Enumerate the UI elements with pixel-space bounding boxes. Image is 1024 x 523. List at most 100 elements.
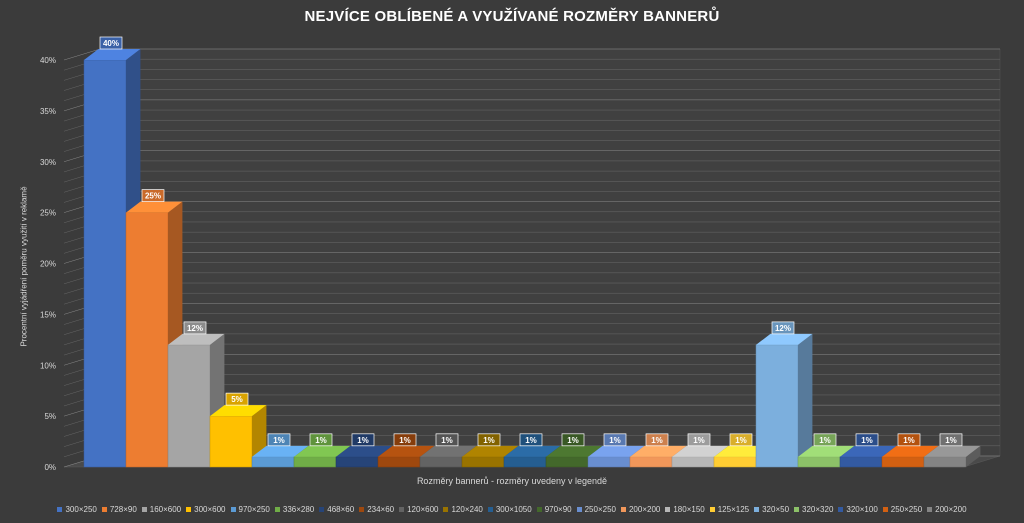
y-tick-label: 40% bbox=[40, 56, 56, 65]
data-label-box bbox=[561, 433, 585, 447]
legend-swatch bbox=[882, 507, 888, 512]
bar-front-160×600 bbox=[167, 344, 211, 468]
data-label: 1% bbox=[399, 436, 411, 445]
legend-swatch bbox=[709, 507, 715, 512]
legend-label: 300×250 bbox=[65, 505, 97, 514]
bar-front-336×280 bbox=[293, 456, 337, 468]
bar-front-250×250 bbox=[881, 456, 925, 468]
data-label: 1% bbox=[735, 436, 747, 445]
legend-item: 234×60 bbox=[359, 505, 394, 514]
legend-swatch bbox=[274, 507, 280, 512]
legend-label: 970×250 bbox=[238, 505, 270, 514]
data-label: 1% bbox=[483, 436, 495, 445]
legend-swatch bbox=[399, 507, 405, 512]
bar-top-250×250 bbox=[882, 445, 939, 457]
legend-swatch bbox=[57, 507, 63, 512]
bar-top-120×240 bbox=[462, 445, 519, 457]
legend-label: 300×600 bbox=[194, 505, 226, 514]
legend-swatch bbox=[359, 507, 365, 512]
legend-label: 320×50 bbox=[762, 505, 790, 514]
bar-top-970×90 bbox=[546, 445, 603, 457]
data-label-box bbox=[897, 433, 921, 447]
data-label: 1% bbox=[567, 436, 579, 445]
legend-label: 125×125 bbox=[717, 505, 750, 514]
legend-item: 125×125 bbox=[709, 505, 750, 514]
data-label-box bbox=[729, 433, 753, 447]
data-label: 1% bbox=[861, 436, 873, 445]
legend: 300×250 728×90 160×600 300×600 970×250 336×28… bbox=[0, 505, 1024, 514]
legend-label: 320×100 bbox=[846, 505, 878, 514]
data-label: 1% bbox=[819, 436, 831, 445]
data-label-box bbox=[771, 321, 795, 335]
bar-front-970×250 bbox=[251, 456, 295, 468]
data-label-box bbox=[477, 433, 501, 447]
bar-front-320×50 bbox=[755, 344, 799, 468]
legend-swatch bbox=[186, 507, 192, 512]
data-label: 1% bbox=[273, 436, 285, 445]
legend-label: 160×600 bbox=[149, 505, 182, 514]
legend-item: 468×60 bbox=[319, 505, 354, 514]
data-label-box bbox=[435, 433, 459, 447]
bar-side-200×200 bbox=[966, 445, 981, 467]
data-label: 1% bbox=[945, 436, 957, 445]
data-label-box bbox=[183, 321, 207, 335]
data-label: 1% bbox=[357, 436, 369, 445]
data-label: 25% bbox=[145, 192, 161, 201]
bar-top-180×150 bbox=[672, 445, 729, 457]
legend-item: 970×250 bbox=[230, 505, 270, 514]
data-label-box bbox=[393, 433, 417, 447]
legend-swatch bbox=[754, 507, 760, 512]
legend-item: 160×600 bbox=[141, 505, 182, 514]
bar-top-970×250 bbox=[252, 445, 309, 457]
legend-item: 320×320 bbox=[794, 505, 833, 514]
legend-label: 234×60 bbox=[367, 505, 395, 514]
y-tick-label: 20% bbox=[40, 260, 56, 269]
data-label-box bbox=[141, 189, 165, 202]
bar-front-728×90 bbox=[125, 212, 169, 468]
legend-label: 200×200 bbox=[628, 505, 661, 514]
data-label: 40% bbox=[103, 39, 119, 48]
data-label-box bbox=[687, 433, 711, 447]
bar-top-468×60 bbox=[336, 445, 393, 457]
legend-item: 970×90 bbox=[536, 505, 572, 514]
legend-swatch bbox=[536, 507, 542, 512]
data-label-box bbox=[813, 433, 837, 447]
bar-top-120×600 bbox=[420, 445, 477, 457]
bar-front-300×250 bbox=[83, 59, 127, 468]
bar-top-250×250 bbox=[588, 445, 645, 457]
chart-title: NEJVÍCE OBLÍBENÉ A VYUŽÍVANÉ ROZMĚRY BAN… bbox=[304, 8, 720, 25]
bar-front-234×60 bbox=[377, 456, 421, 468]
bar-top-728×90 bbox=[126, 201, 183, 213]
legend-swatch bbox=[141, 507, 147, 512]
data-label: 12% bbox=[775, 324, 791, 333]
gridline-side bbox=[63, 48, 101, 61]
legend-swatch bbox=[230, 507, 236, 512]
legend-swatch bbox=[838, 507, 844, 512]
x-axis-label: Rozměry bannerů - rozměry uvedeny v lege… bbox=[416, 476, 608, 486]
y-tick-label: 30% bbox=[40, 158, 56, 167]
legend-item: 200×200 bbox=[927, 505, 967, 514]
legend-label: 250×250 bbox=[890, 505, 923, 514]
bar-top-320×320 bbox=[798, 445, 855, 457]
bar-top-336×280 bbox=[294, 445, 351, 457]
bar-top-300×1050 bbox=[504, 445, 561, 457]
data-label-box bbox=[645, 433, 669, 447]
bar-front-970×90 bbox=[545, 456, 589, 468]
bar-top-320×100 bbox=[840, 445, 897, 457]
bar-front-200×200 bbox=[923, 456, 967, 468]
data-label-box bbox=[603, 433, 627, 447]
bar-front-300×1050 bbox=[503, 456, 547, 468]
legend-swatch bbox=[576, 507, 582, 512]
legend-swatch bbox=[794, 507, 800, 512]
legend-swatch bbox=[487, 507, 493, 512]
bar-front-180×150 bbox=[671, 456, 715, 468]
legend-item: 300×1050 bbox=[487, 505, 532, 514]
bar-front-120×600 bbox=[419, 456, 463, 468]
legend-swatch bbox=[443, 507, 449, 512]
legend-item: 200×200 bbox=[620, 505, 661, 514]
data-label: 1% bbox=[441, 436, 453, 445]
y-axis-label: Procentní vyjádření poměru využití v rek… bbox=[19, 186, 29, 347]
legend-swatch bbox=[927, 507, 933, 512]
data-label: 1% bbox=[525, 436, 537, 445]
bar-top-200×200 bbox=[630, 445, 687, 457]
